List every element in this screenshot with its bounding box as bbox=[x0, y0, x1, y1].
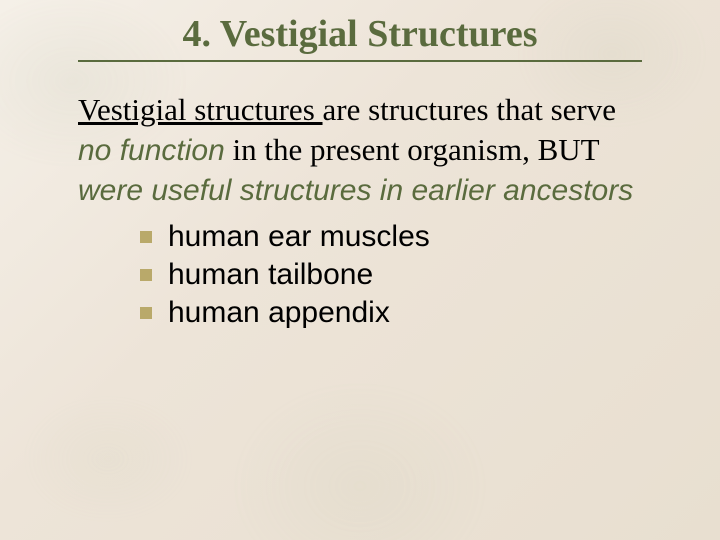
list-item-label: human tailbone bbox=[168, 258, 373, 292]
square-bullet-icon bbox=[140, 307, 152, 319]
definition-text-2: in the present organism, BUT bbox=[225, 132, 599, 167]
list-item: human appendix bbox=[140, 296, 642, 330]
list-item-label: human appendix bbox=[168, 296, 390, 330]
list-item: human ear muscles bbox=[140, 220, 642, 254]
title-underline bbox=[78, 60, 642, 62]
square-bullet-icon bbox=[140, 231, 152, 243]
definition-emphasis-2: were useful structures in earlier ancest… bbox=[78, 174, 633, 207]
slide-container: 4. Vestigial Structures Vestigial struct… bbox=[0, 0, 720, 540]
list-item-label: human ear muscles bbox=[168, 220, 430, 254]
slide-content: Vestigial structures are structures that… bbox=[0, 90, 720, 330]
definition-text-1: are structures that serve bbox=[323, 92, 617, 127]
definition-term: Vestigial structures bbox=[78, 92, 323, 127]
definition-paragraph: Vestigial structures are structures that… bbox=[78, 90, 642, 210]
definition-emphasis-1: no function bbox=[78, 134, 225, 167]
square-bullet-icon bbox=[140, 269, 152, 281]
list-item: human tailbone bbox=[140, 258, 642, 292]
slide-title: 4. Vestigial Structures bbox=[0, 12, 720, 56]
bullet-list: human ear muscles human tailbone human a… bbox=[78, 220, 642, 330]
